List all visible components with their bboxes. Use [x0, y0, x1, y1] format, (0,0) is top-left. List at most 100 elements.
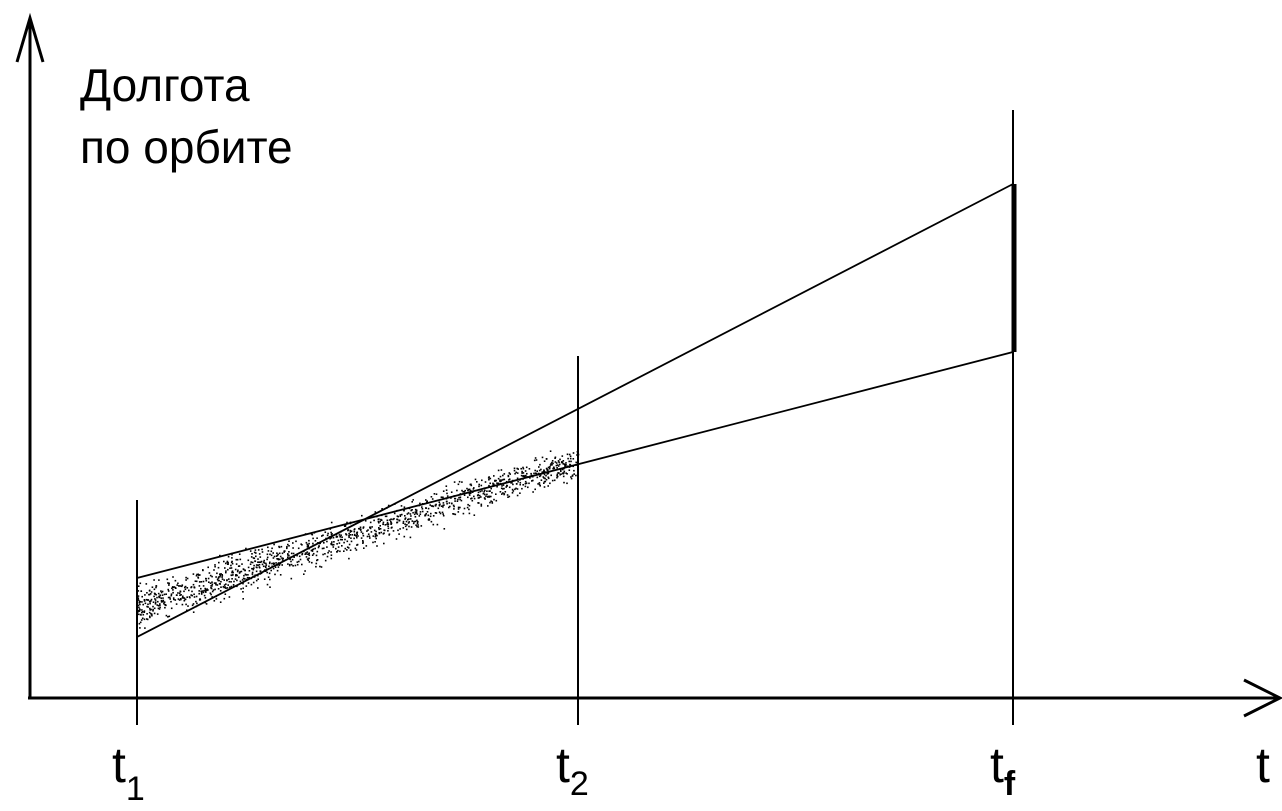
- scatter-dot: [211, 583, 214, 586]
- scatter-dot: [317, 546, 320, 549]
- scatter-dot: [350, 540, 353, 543]
- scatter-dot: [290, 577, 293, 580]
- scatter-dot: [353, 530, 356, 533]
- scatter-dot: [462, 512, 465, 515]
- scatter-dot: [200, 590, 202, 593]
- scatter-dot: [387, 530, 389, 532]
- scatter-dot: [308, 553, 310, 555]
- scatter-dot: [494, 479, 496, 482]
- tick-label-tf-base: t: [990, 737, 1004, 793]
- scatter-dot: [170, 594, 173, 597]
- scatter-dot: [478, 496, 480, 499]
- scatter-dot: [359, 526, 362, 529]
- scatter-dot: [251, 553, 253, 555]
- scatter-dot: [380, 531, 383, 534]
- scatter-dot: [556, 476, 558, 479]
- scatter-dot: [468, 508, 470, 511]
- scatter-dot: [209, 592, 212, 594]
- scatter-dot: [514, 472, 516, 475]
- scatter-dot: [511, 482, 513, 484]
- tick-label-t1-base: t: [112, 737, 126, 793]
- scatter-dot: [357, 535, 359, 537]
- scatter-dot: [399, 528, 401, 530]
- scatter-dot: [524, 470, 527, 472]
- scatter-dot: [163, 601, 166, 603]
- scatter-dot: [556, 473, 559, 476]
- scatter-dot: [192, 583, 195, 586]
- scatter-dot: [570, 460, 572, 463]
- scatter-dot: [273, 563, 275, 565]
- scatter-dot: [545, 458, 548, 460]
- scatter-dot: [495, 499, 498, 502]
- scatter-dot: [242, 598, 244, 600]
- scatter-dot: [436, 523, 439, 526]
- scatter-dot: [196, 602, 198, 605]
- scatter-dot: [463, 507, 466, 510]
- scatter-dot: [575, 474, 577, 477]
- scatter-dot: [375, 530, 377, 533]
- scatter-dot: [402, 520, 405, 523]
- scatter-dot: [435, 512, 438, 514]
- scatter-dot: [458, 480, 461, 483]
- scatter-dot: [413, 513, 416, 516]
- scatter-dot: [526, 472, 528, 475]
- scatter-dot: [251, 571, 254, 574]
- scatter-dot: [396, 521, 399, 524]
- scatter-dot: [495, 479, 497, 482]
- scatter-dot: [502, 492, 504, 494]
- scatter-dot: [545, 474, 547, 477]
- scatter-dot: [502, 478, 505, 481]
- scatter-dot: [404, 518, 406, 520]
- scatter-dot: [427, 507, 430, 510]
- scatter-dot: [537, 483, 539, 485]
- scatter-dot: [223, 579, 225, 581]
- scatter-dot: [156, 596, 158, 599]
- scatter-dot: [404, 525, 407, 528]
- scatter-dot: [238, 572, 241, 574]
- scatter-dot: [348, 557, 350, 560]
- scatter-dot: [446, 492, 448, 495]
- scatter-dot: [330, 557, 333, 560]
- scatter-dot: [195, 595, 198, 598]
- scatter-dot: [198, 585, 201, 587]
- scatter-dot: [162, 597, 164, 599]
- scatter-dot: [484, 481, 487, 483]
- scatter-dot: [344, 525, 347, 527]
- scatter-dot: [415, 509, 418, 512]
- scatter-dot: [562, 472, 564, 475]
- scatter-dot: [472, 488, 475, 490]
- scatter-dot: [246, 576, 249, 579]
- scatter-dot: [406, 524, 408, 526]
- scatter-dot: [523, 476, 526, 478]
- scatter-dot: [375, 537, 377, 540]
- scatter-dot: [257, 587, 259, 589]
- scatter-dot: [137, 598, 139, 601]
- scatter-dot: [486, 490, 488, 492]
- scatter-dot: [559, 458, 561, 461]
- scatter-dot: [323, 547, 325, 550]
- scatter-dot: [217, 577, 220, 579]
- scatter-dot: [159, 604, 161, 607]
- scatter-dot: [326, 546, 328, 548]
- scatter-dot: [404, 523, 406, 525]
- scatter-dot: [315, 565, 317, 568]
- scatter-dot: [408, 521, 410, 523]
- scatter-dot: [439, 512, 442, 515]
- scatter-dot: [522, 467, 525, 470]
- scatter-dot: [543, 480, 546, 483]
- scatter-dot: [565, 462, 567, 464]
- scatter-dot: [162, 599, 165, 602]
- scatter-dot: [369, 521, 372, 524]
- scatter-dot: [150, 608, 152, 611]
- scatter-dot: [480, 505, 483, 507]
- scatter-dot: [304, 570, 306, 572]
- scatter-dot: [449, 505, 451, 508]
- scatter-dot: [485, 495, 487, 498]
- scatter-dot: [563, 481, 565, 484]
- scatter-dot: [232, 584, 235, 586]
- orbit-lower-bound-line: [136, 351, 1014, 579]
- scatter-dot: [489, 477, 492, 480]
- scatter-dot: [461, 481, 463, 483]
- scatter-dot: [137, 597, 140, 599]
- scatter-dot: [292, 547, 294, 549]
